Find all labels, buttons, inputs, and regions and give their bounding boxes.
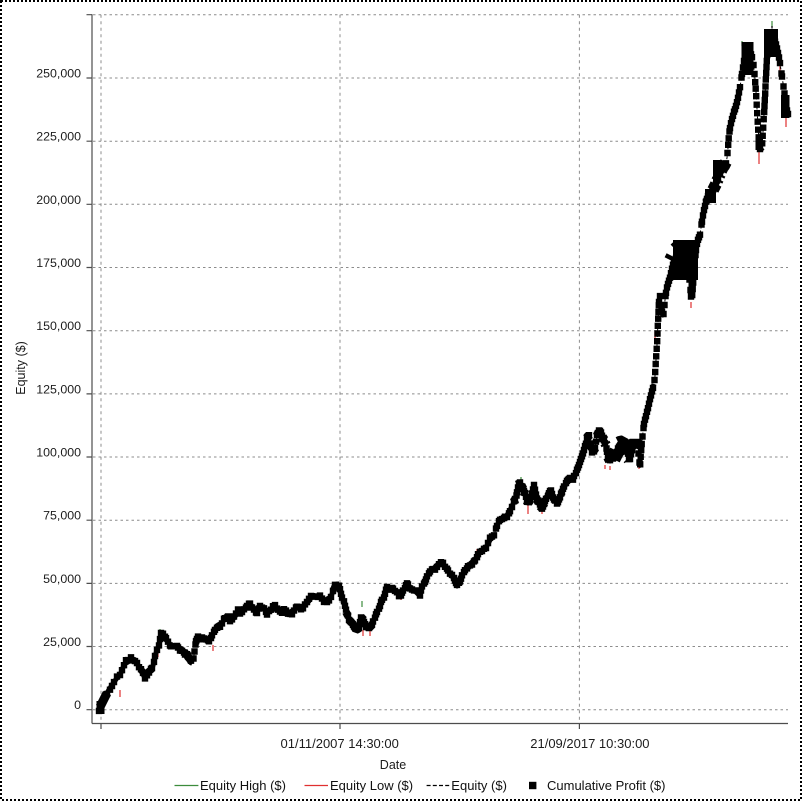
svg-text:Equity High ($): Equity High ($) xyxy=(200,778,286,793)
svg-text:50,000: 50,000 xyxy=(43,572,81,586)
svg-text:250,000: 250,000 xyxy=(36,67,81,81)
svg-text:100,000: 100,000 xyxy=(36,446,81,460)
svg-text:200,000: 200,000 xyxy=(36,193,81,207)
svg-text:225,000: 225,000 xyxy=(36,130,81,144)
svg-text:150,000: 150,000 xyxy=(36,319,81,333)
svg-text:Equity ($): Equity ($) xyxy=(14,341,28,395)
svg-text:125,000: 125,000 xyxy=(36,382,81,396)
svg-text:Equity Low ($): Equity Low ($) xyxy=(330,778,413,793)
svg-text:01/11/2007 14:30:00: 01/11/2007 14:30:00 xyxy=(281,736,399,751)
svg-text:0: 0 xyxy=(74,698,81,712)
svg-text:Cumulative Profit ($): Cumulative Profit ($) xyxy=(547,778,665,793)
svg-text:175,000: 175,000 xyxy=(36,256,81,270)
svg-text:Date: Date xyxy=(380,758,406,772)
svg-text:25,000: 25,000 xyxy=(43,635,81,649)
svg-text:Equity ($): Equity ($) xyxy=(451,778,507,793)
svg-text:75,000: 75,000 xyxy=(43,509,81,523)
svg-text:21/09/2017 10:30:00: 21/09/2017 10:30:00 xyxy=(530,736,649,751)
